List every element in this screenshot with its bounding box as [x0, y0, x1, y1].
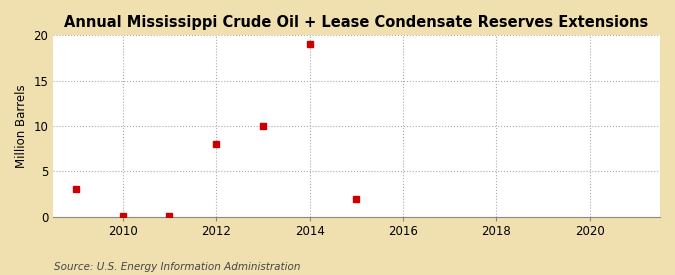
Text: Source: U.S. Energy Information Administration: Source: U.S. Energy Information Administ…	[54, 262, 300, 272]
Y-axis label: Million Barrels: Million Barrels	[15, 84, 28, 168]
Title: Annual Mississippi Crude Oil + Lease Condensate Reserves Extensions: Annual Mississippi Crude Oil + Lease Con…	[64, 15, 649, 30]
